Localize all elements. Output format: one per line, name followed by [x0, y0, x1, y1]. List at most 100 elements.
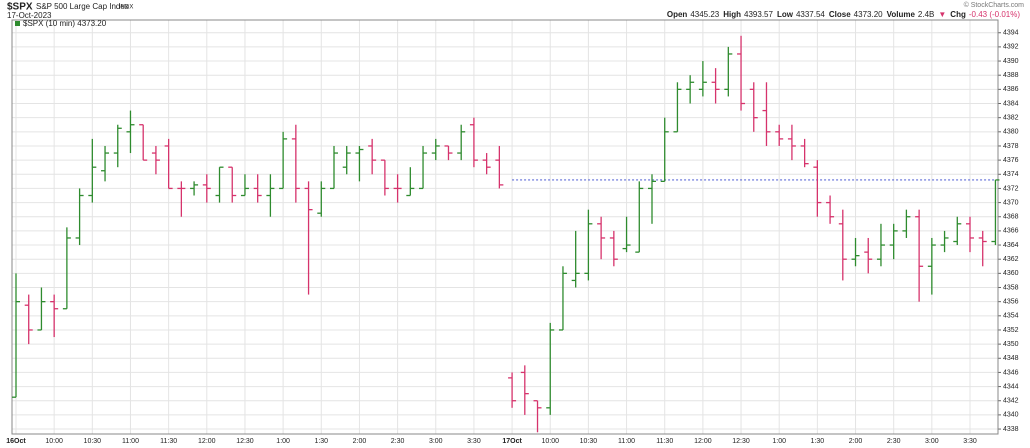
stat-label: Low — [777, 10, 794, 19]
ohlc-bar — [698, 61, 707, 97]
y-tick-label: 4366 — [1003, 228, 1019, 235]
ohlc-bar — [851, 237, 860, 267]
ohlc-bar — [609, 230, 618, 267]
ohlc-bar — [88, 138, 97, 203]
ohlc-bar — [101, 145, 110, 182]
ohlc-bar — [978, 230, 987, 267]
x-tick-label: 11:00 — [618, 438, 635, 445]
ohlc-bar — [12, 273, 20, 398]
stat-value: 4373.20 — [854, 10, 883, 19]
ohlc-bar — [546, 322, 555, 415]
ohlc-bar — [915, 209, 924, 302]
x-tick-label: 12:30 — [732, 438, 750, 445]
ohlc-bar — [151, 145, 160, 175]
stat-label: Chg — [950, 10, 966, 19]
ohlc-bar — [953, 216, 962, 246]
ohlc-bar — [228, 166, 237, 203]
ohlc-bar — [495, 145, 504, 189]
ohlc-bar — [775, 124, 784, 146]
ohlc-bar — [533, 400, 542, 433]
ohlc-bar — [202, 174, 211, 203]
x-tick-label: 3:30 — [963, 438, 977, 445]
ohlc-bar — [660, 117, 669, 183]
y-tick-label: 4382 — [1003, 115, 1019, 122]
x-tick-label: 12:30 — [236, 438, 254, 445]
y-tick-label: 4378 — [1003, 143, 1019, 150]
ohlc-bar — [393, 174, 402, 203]
y-tick-label: 4362 — [1003, 256, 1019, 263]
exchange: INDX — [119, 5, 133, 11]
stat-label: Volume — [887, 10, 916, 19]
y-tick-label: 4342 — [1003, 398, 1019, 405]
ohlc-bar — [240, 174, 249, 197]
ohlc-bar — [889, 223, 898, 260]
ohlc-bar — [342, 145, 351, 175]
x-tick-label: 2:00 — [849, 438, 863, 445]
ohlc-bar — [419, 145, 428, 190]
ohlc-bar — [737, 35, 746, 111]
ohlc-bar — [991, 179, 1000, 246]
ohlc-bar — [648, 174, 656, 224]
x-tick-label: 1:00 — [276, 438, 290, 445]
ohlc-bar — [126, 110, 135, 154]
ohlc-bar — [584, 209, 593, 281]
ohlc-bar — [164, 138, 173, 190]
ohlc-bar — [37, 287, 46, 331]
ohlc-bar — [50, 294, 59, 338]
chg-arrow: ▼ — [938, 10, 946, 19]
y-tick-label: 4348 — [1003, 355, 1019, 362]
ohlc-bar — [190, 181, 199, 196]
y-tick-label: 4358 — [1003, 284, 1019, 291]
ohlc-bar — [266, 174, 275, 217]
y-tick-label: 4380 — [1003, 129, 1019, 136]
ohlc-bar — [966, 216, 974, 253]
ohlc-bar — [482, 153, 491, 175]
legend-swatch — [15, 21, 20, 26]
ohlc-bar — [826, 195, 835, 224]
x-tick-label: 1:00 — [772, 438, 786, 445]
y-tick-label: 4368 — [1003, 214, 1019, 221]
ohlc-bar — [75, 188, 84, 246]
y-tick-label: 4384 — [1003, 100, 1019, 107]
ohlc-bar — [902, 209, 911, 238]
y-tick-label: 4346 — [1003, 369, 1019, 376]
y-tick-label: 4374 — [1003, 171, 1019, 178]
x-tick-label: 11:30 — [160, 438, 177, 445]
x-tick-label: 3:00 — [429, 438, 443, 445]
y-tick-label: 4360 — [1003, 270, 1019, 277]
x-tick-label: 12:00 — [694, 438, 712, 445]
ohlc-bar — [749, 82, 758, 132]
ohlc-bar — [215, 166, 224, 203]
ohlc-bar — [864, 237, 873, 274]
stat-value: 4345.23 — [690, 10, 719, 19]
stat-value: -0.43 (-0.01%) — [969, 10, 1020, 19]
source: © StockCharts.com — [964, 1, 1025, 9]
ohlc-bar — [508, 372, 517, 408]
stat-value: 2.4B — [918, 10, 934, 19]
ohlc-bar — [177, 181, 186, 217]
ohlc-bar — [330, 145, 338, 190]
ohlc-bar — [571, 230, 580, 288]
legend-label: $SPX (10 min) 4373.20 — [23, 19, 107, 28]
ohlc-bar — [520, 365, 529, 415]
y-tick-label: 4394 — [1003, 30, 1019, 37]
stats: Open 4345.23 High 4393.57 Low 4337.54 Close 437… — [667, 10, 1020, 19]
ohlc-bar — [139, 124, 148, 161]
chart-subtitle: S&P 500 Large Cap Index — [36, 2, 129, 11]
ohlc-bar — [813, 160, 822, 217]
y-tick-label: 4372 — [1003, 185, 1019, 192]
ohlc-bar — [711, 68, 720, 104]
y-tick-label: 4340 — [1003, 412, 1019, 419]
x-tick-label: 1:30 — [811, 438, 825, 445]
plot-frame — [11, 19, 999, 435]
y-tick-label: 4354 — [1003, 313, 1019, 320]
ohlc-bar — [62, 227, 71, 310]
ohlc-bar — [686, 75, 695, 104]
x-tick-label: 3:30 — [467, 438, 481, 445]
x-tick-label: 16Oct — [6, 438, 26, 445]
ohlc-bar — [304, 181, 313, 295]
ohlc-bar — [380, 159, 389, 196]
ohlc-bar — [622, 216, 631, 253]
chart-date: 17-Oct-2023 — [7, 11, 52, 20]
